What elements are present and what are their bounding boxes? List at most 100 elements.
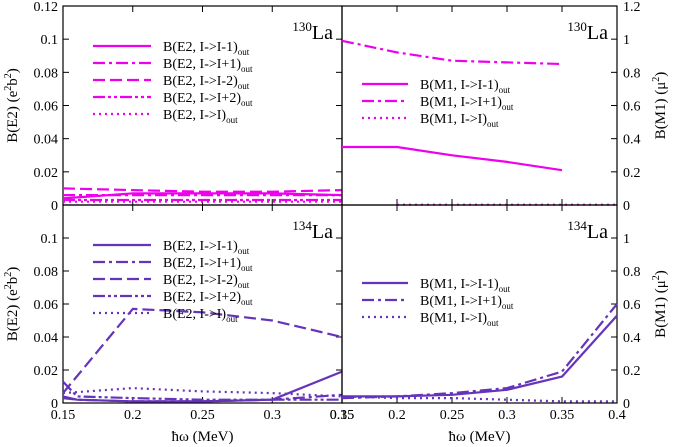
x-tick-label: 0.25 — [440, 408, 465, 423]
series-line-0 — [342, 145, 563, 172]
text-part: out — [502, 301, 514, 311]
y-tick-label: 1 — [623, 232, 630, 247]
x-tick-label: 0.35 — [330, 408, 355, 423]
legend-label: B(E2, I->I-1)out — [163, 40, 250, 57]
text-part: b — [5, 277, 21, 285]
x-tick-label: 0.3 — [498, 408, 516, 423]
y-tick-label: 0.2 — [623, 364, 641, 379]
y-tick-label: 0.2 — [623, 166, 641, 181]
text-part: ) — [5, 267, 21, 272]
y-tick-label: 0.02 — [34, 166, 59, 181]
legend-label: B(M1, I->I)out — [420, 311, 499, 328]
y-tick-label: 0 — [623, 397, 630, 412]
y-tick-label: 0.8 — [623, 66, 641, 81]
y-tick-label: 0.08 — [34, 265, 59, 280]
text-part: 2 — [3, 73, 14, 78]
text-part: B(E2, I->I) — [163, 307, 226, 322]
text-part: B(M1, I->I-1) — [420, 277, 499, 292]
text-part: B(M1) ( — [653, 288, 669, 338]
text-part: 2 — [651, 275, 662, 280]
series-line-1 — [341, 303, 618, 400]
series-line-3 — [62, 380, 342, 401]
text-part: 130 — [292, 19, 312, 34]
y-tick-label: 0.1 — [41, 33, 59, 48]
text-part: La — [587, 22, 608, 44]
nucleus-label: 130La — [292, 19, 333, 44]
y-axis-label: B(E2) (e2b2) — [3, 267, 21, 342]
text-part: La — [312, 22, 333, 44]
text-part: B(E2, I->I-1) — [163, 40, 238, 55]
y-tick-label: 0.04 — [34, 133, 59, 148]
text-part: out — [241, 98, 253, 108]
text-part: out — [487, 119, 499, 129]
text-part: B(E2, I->I+1) — [163, 57, 241, 72]
y-axis-label: B(M1) (μ2) — [651, 270, 669, 338]
text-part: ) — [653, 270, 669, 275]
text-part: B(M1, I->I) — [420, 112, 487, 127]
text-part: B(E2) (e — [5, 289, 21, 341]
x-tick-label: 0.25 — [190, 408, 215, 423]
text-part: out — [499, 284, 511, 294]
y-axis-label: B(M1) (μ2) — [651, 72, 669, 140]
text-part: 134 — [567, 218, 587, 233]
legend-label: B(M1, I->I)out — [420, 112, 499, 129]
text-part: B(M1, I->I+1) — [420, 95, 502, 110]
legend-label: B(M1, I->I+1)out — [420, 95, 514, 112]
text-part: B(E2, I->I) — [163, 108, 226, 123]
legend-label: B(E2, I->I)out — [163, 108, 238, 125]
text-part: out — [238, 280, 250, 290]
y-tick-label: 1 — [623, 33, 630, 48]
y-tick-label: 0 — [51, 397, 58, 412]
y-tick-label: 0.4 — [623, 133, 641, 148]
y-tick-label: 0.02 — [34, 364, 59, 379]
text-part: La — [312, 221, 333, 243]
y-tick-label: 0.6 — [623, 100, 641, 115]
text-part: B(E2, I->I+2) — [163, 290, 241, 305]
text-part: B(M1, I->I-1) — [420, 78, 499, 93]
y-tick-label: 0.1 — [41, 232, 59, 247]
panel-p134_e2: 0 0.02 0.04 0.06 0.08 0.1 0.15 0.2 0.25 0.3 0.35 ħω… — [3, 204, 355, 445]
x-tick-label: 0.15 — [330, 408, 355, 423]
x-tick-label: 0.35 — [550, 408, 575, 423]
text-part: B(E2, I->I+2) — [163, 91, 241, 106]
text-part: B(M1, I->I+1) — [420, 294, 502, 309]
text-part: B(E2, I->I-1) — [163, 239, 238, 254]
nucleus-label: 130La — [567, 19, 608, 44]
y-tick-label: 0 — [623, 199, 630, 214]
legend-label: B(M1, I->I-1)out — [420, 277, 511, 294]
series-line-1 — [62, 393, 343, 403]
text-part: B(E2, I->I+1) — [163, 256, 241, 271]
text-part: μ — [653, 280, 669, 288]
legend-label: B(M1, I->I-1)out — [420, 78, 511, 95]
nucleus-label: 134La — [292, 218, 333, 243]
legend-label: B(E2, I->I+1)out — [163, 256, 253, 273]
legend-label: B(E2, I->I+1)out — [163, 57, 253, 74]
panel-p134_m1: 0 0.2 0.4 0.6 0.8 1 0.15 0.2 0.25 0.3 0.35 0.4 ħω (M… — [330, 204, 669, 445]
y-tick-label: 0 — [51, 199, 58, 214]
text-part: out — [238, 246, 250, 256]
y-tick-label: 0.08 — [34, 66, 59, 81]
text-part: B(E2, I->I-2) — [163, 74, 238, 89]
panel-p130_e2: 0 0.02 0.04 0.06 0.08 0.1 0.12 B(E2) (e2b2) 130L… — [3, 0, 343, 214]
y-tick-label: 0.6 — [623, 298, 641, 313]
series-line-1 — [341, 39, 563, 66]
legend-label: B(E2, I->I)out — [163, 307, 238, 324]
y-tick-label: 0.06 — [34, 298, 59, 313]
x-tick-label: 0.2 — [388, 408, 406, 423]
y-tick-label: 0.12 — [34, 0, 59, 15]
text-part: 134 — [292, 218, 312, 233]
text-part: out — [238, 47, 250, 57]
y-tick-label: 0.06 — [34, 100, 59, 115]
legend-label: B(E2, I->I-2)out — [163, 74, 250, 91]
x-tick-label: 0.15 — [51, 408, 76, 423]
text-part: out — [238, 81, 250, 91]
y-tick-label: 0.4 — [623, 331, 641, 346]
text-part: 2 — [3, 284, 14, 289]
series-line-2 — [62, 307, 343, 394]
x-tick-label: 0.3 — [264, 408, 282, 423]
y-axis-label: B(E2) (e2b2) — [3, 68, 21, 143]
legend-label: B(M1, I->I+1)out — [420, 294, 514, 311]
text-part: B(E2, I->I-2) — [163, 273, 238, 288]
text-part: ) — [5, 68, 21, 73]
